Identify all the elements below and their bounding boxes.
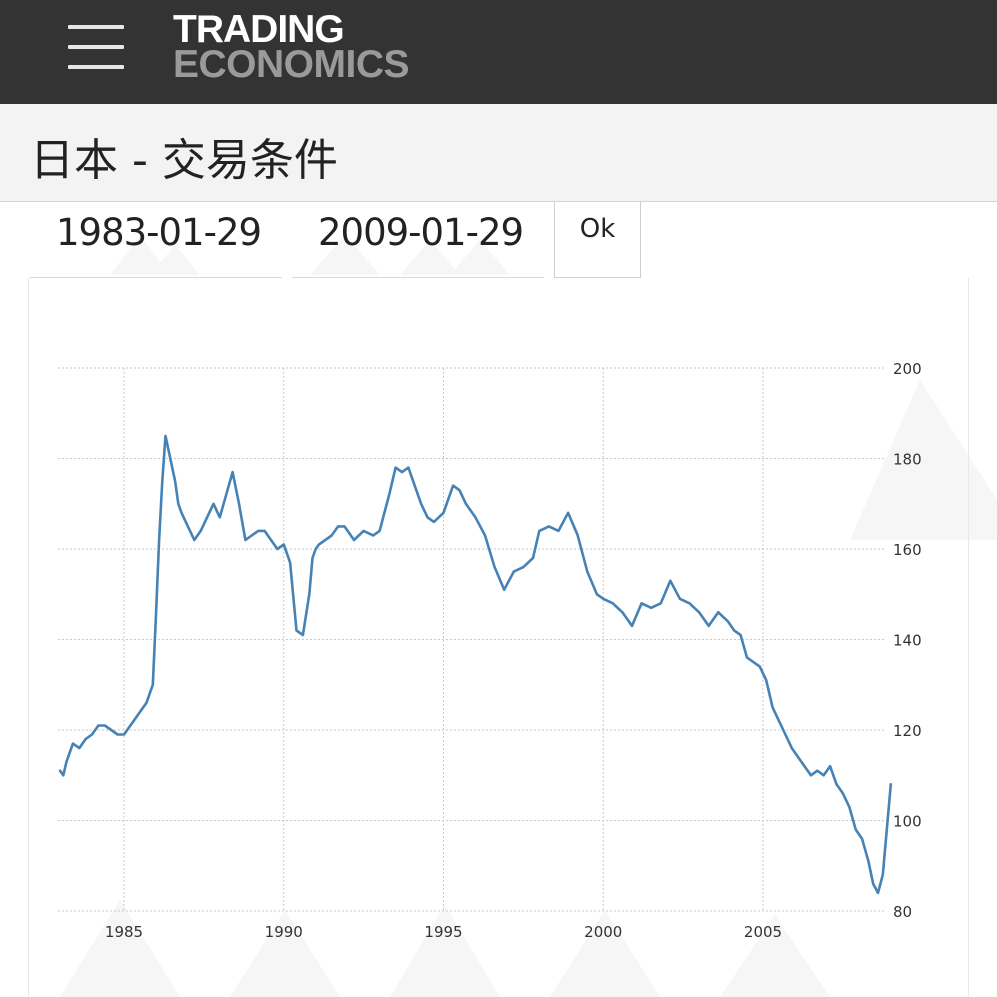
x-tick-label: 1985	[105, 923, 143, 941]
y-tick-label: 100	[893, 813, 922, 831]
menu-line	[68, 25, 124, 29]
trading-economics-logo[interactable]: TRADING ECONOMICS	[173, 8, 410, 86]
menu-line	[68, 65, 124, 69]
title-bar: 日本 - 交易条件	[0, 104, 997, 202]
y-tick-label: 200	[893, 360, 922, 378]
x-axis-labels: 1985 1990 1995 2000 2005	[105, 923, 782, 941]
grid-lines	[58, 367, 885, 912]
x-tick-label: 2000	[584, 923, 622, 941]
end-date-container	[292, 202, 544, 278]
menu-line	[68, 45, 124, 49]
ok-button[interactable]: Ok	[554, 202, 641, 278]
y-tick-label: 160	[893, 541, 922, 559]
series-layer	[58, 434, 893, 895]
logo-line-economics: ECONOMICS	[173, 43, 410, 86]
series-line	[58, 434, 893, 895]
chart-panel	[28, 278, 969, 997]
x-tick-label: 1995	[424, 923, 462, 941]
y-tick-label: 180	[893, 451, 922, 469]
start-date-container	[30, 202, 282, 278]
y-tick-label: 80	[893, 903, 912, 921]
logo-line-trading: TRADING	[173, 8, 345, 51]
y-tick-label: 140	[893, 632, 922, 650]
top-header: TRADING ECONOMICS	[0, 0, 997, 104]
y-axis-labels: 80 100 120 140 160 180 200	[893, 360, 922, 921]
end-date-input[interactable]	[292, 202, 544, 262]
hamburger-menu-icon[interactable]	[62, 20, 130, 76]
page-title: 日本 - 交易条件	[30, 135, 338, 186]
x-tick-label: 2005	[744, 923, 782, 941]
y-tick-label: 120	[893, 722, 922, 740]
x-tick-label: 1990	[265, 923, 303, 941]
start-date-input[interactable]	[30, 202, 282, 262]
